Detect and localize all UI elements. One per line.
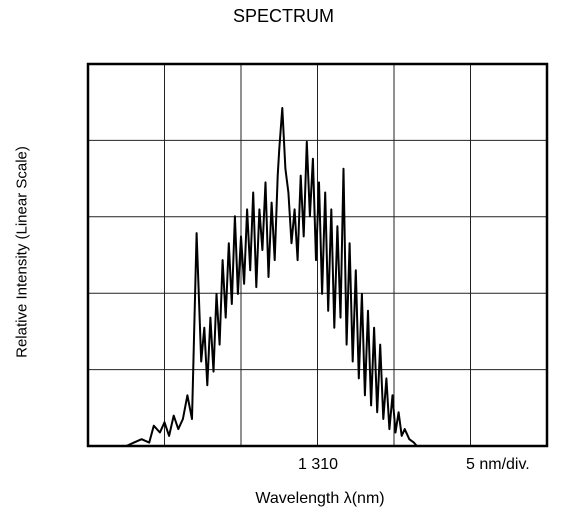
chart-title: SPECTRUM (232, 6, 334, 26)
spectrum-line (125, 107, 418, 447)
x-scale-note: 5 nm/div. (466, 456, 530, 473)
x-center-tick-label: 1 310 (297, 456, 339, 473)
plot-frame (86, 62, 549, 448)
x-axis-label: Wavelength λ(nm) (255, 490, 385, 507)
grid (88, 64, 547, 446)
